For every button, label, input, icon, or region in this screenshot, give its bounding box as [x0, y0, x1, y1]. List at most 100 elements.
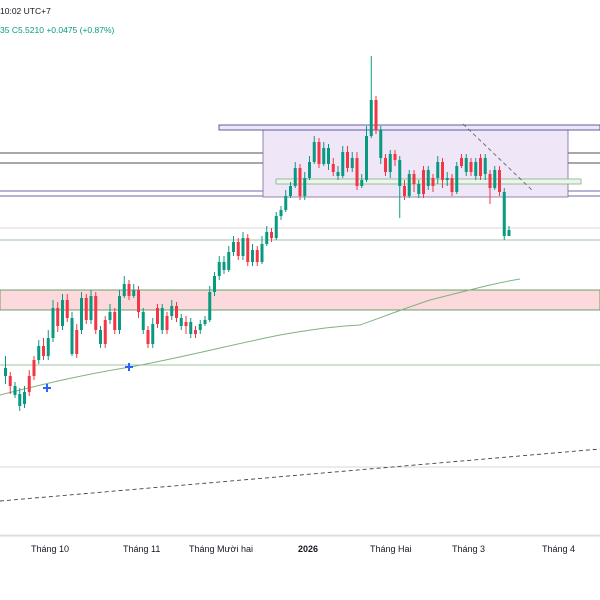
plus-marker[interactable] — [43, 384, 51, 392]
candle[interactable] — [146, 326, 150, 348]
candle[interactable] — [260, 236, 264, 264]
candle[interactable] — [42, 338, 45, 360]
candle[interactable] — [360, 174, 364, 188]
candle[interactable] — [184, 316, 188, 334]
candle[interactable] — [407, 170, 411, 198]
candle[interactable] — [388, 150, 392, 178]
candle[interactable] — [80, 292, 83, 334]
candle[interactable] — [203, 316, 207, 326]
candle[interactable] — [464, 154, 468, 176]
candle[interactable] — [502, 188, 506, 240]
candle[interactable] — [160, 304, 164, 334]
candle[interactable] — [355, 152, 359, 190]
candle[interactable] — [113, 308, 117, 334]
candle[interactable] — [469, 158, 473, 176]
candle[interactable] — [217, 256, 221, 280]
plus-marker[interactable] — [125, 363, 133, 371]
candle[interactable] — [474, 158, 478, 180]
candle[interactable] — [18, 388, 22, 411]
candle[interactable] — [483, 154, 487, 180]
candle[interactable] — [265, 226, 269, 246]
candle[interactable] — [374, 96, 378, 134]
candle[interactable] — [132, 284, 136, 298]
candle[interactable] — [127, 280, 131, 300]
candle[interactable] — [479, 154, 482, 180]
candle[interactable] — [303, 172, 307, 200]
candle[interactable] — [398, 156, 402, 218]
candle[interactable] — [436, 156, 440, 184]
candle[interactable] — [403, 180, 406, 200]
candle[interactable] — [445, 172, 449, 186]
candle[interactable] — [94, 292, 98, 334]
candle[interactable] — [137, 286, 140, 318]
candle[interactable] — [194, 326, 197, 338]
candle[interactable] — [393, 150, 397, 166]
candle[interactable] — [369, 56, 373, 138]
candle[interactable] — [122, 276, 126, 298]
candle[interactable] — [170, 300, 174, 320]
candle[interactable] — [156, 304, 159, 328]
candle[interactable] — [412, 170, 416, 192]
candle[interactable] — [151, 318, 155, 348]
candle[interactable] — [298, 164, 302, 200]
candle[interactable] — [75, 324, 79, 358]
candle[interactable] — [331, 158, 335, 176]
candle[interactable] — [222, 256, 226, 274]
candle[interactable] — [23, 386, 26, 408]
candle[interactable] — [108, 304, 112, 324]
candle[interactable] — [141, 308, 145, 334]
candle[interactable] — [327, 144, 330, 170]
candle[interactable] — [346, 146, 349, 172]
candle[interactable] — [350, 152, 354, 172]
candle[interactable] — [293, 162, 297, 188]
candle[interactable] — [13, 382, 17, 398]
candle[interactable] — [189, 318, 193, 338]
candle[interactable] — [289, 182, 292, 198]
candle[interactable] — [165, 312, 169, 334]
candle[interactable] — [417, 180, 421, 198]
candle[interactable] — [422, 166, 425, 198]
candle[interactable] — [179, 314, 183, 330]
candle[interactable] — [103, 316, 107, 348]
candle[interactable] — [498, 166, 501, 196]
candle[interactable] — [232, 236, 235, 256]
candle[interactable] — [37, 340, 41, 364]
candle[interactable] — [241, 232, 245, 260]
candle[interactable] — [493, 166, 497, 190]
candle[interactable] — [426, 166, 430, 190]
candle[interactable] — [284, 190, 288, 212]
moving-average-line[interactable] — [0, 278, 521, 396]
candle[interactable] — [61, 294, 64, 330]
candle[interactable] — [507, 226, 511, 236]
candle[interactable] — [384, 154, 387, 176]
candle[interactable] — [65, 294, 69, 322]
candle[interactable] — [99, 326, 102, 348]
candle[interactable] — [236, 238, 240, 260]
candle[interactable] — [322, 142, 326, 166]
candle[interactable] — [118, 290, 121, 334]
candle[interactable] — [274, 212, 278, 240]
dashed-resistance-line[interactable] — [462, 123, 534, 192]
candle[interactable] — [51, 300, 55, 342]
candle[interactable] — [341, 146, 345, 178]
candle[interactable] — [89, 290, 93, 324]
candle[interactable] — [251, 244, 254, 266]
candle[interactable] — [198, 320, 202, 334]
candle[interactable] — [32, 356, 36, 380]
range-box[interactable] — [262, 125, 569, 198]
candle[interactable] — [488, 170, 492, 204]
candle[interactable] — [84, 294, 88, 324]
dashed-trendline[interactable] — [0, 448, 600, 502]
candle[interactable] — [4, 356, 7, 384]
candle[interactable] — [379, 126, 383, 164]
candle[interactable] — [336, 166, 340, 180]
candle[interactable] — [46, 330, 50, 360]
candle[interactable] — [56, 302, 60, 332]
candle[interactable] — [460, 154, 463, 168]
candle[interactable] — [255, 246, 259, 266]
candle[interactable] — [70, 312, 74, 356]
candle[interactable] — [365, 126, 368, 182]
candle[interactable] — [213, 272, 216, 296]
range-box-top-band[interactable] — [218, 124, 600, 131]
